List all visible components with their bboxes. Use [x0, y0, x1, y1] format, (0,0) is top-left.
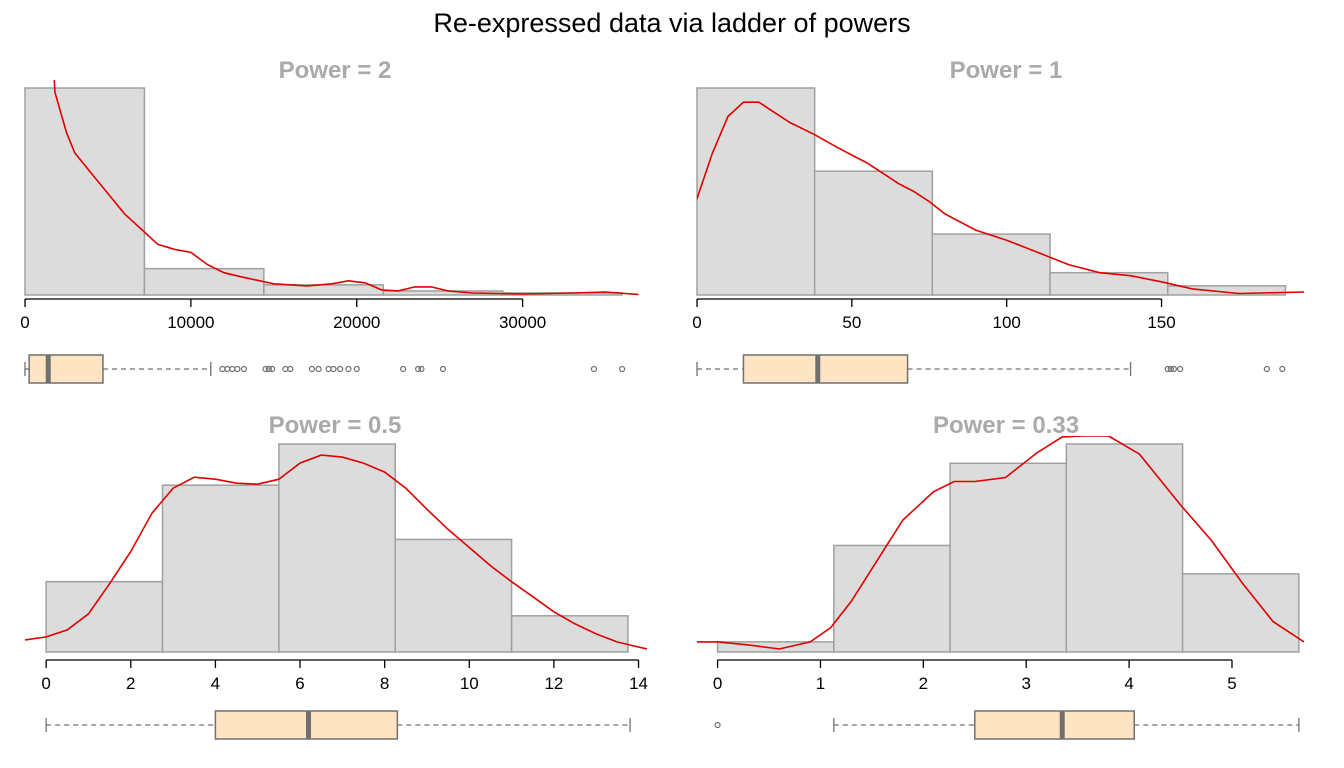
x-tick-label: 150: [1147, 313, 1175, 332]
hist-bar: [394, 538, 513, 653]
outlier-point: [590, 365, 598, 373]
outlier-point: [1279, 365, 1286, 373]
x-tick-label: 8: [380, 674, 389, 693]
panel-title: Power = 0.5: [269, 412, 402, 439]
panel-power-0.33: Power = 0.33 0 1 2 3 4 5: [697, 412, 1304, 740]
x-tick-label: 100: [993, 313, 1021, 332]
hist-bar: [510, 615, 629, 653]
x-tick-label: 20000: [333, 313, 380, 332]
hist-bar: [931, 233, 1051, 296]
outlier-point: [1164, 365, 1171, 373]
x-tick-label: 0: [713, 674, 722, 693]
outlier-point: [262, 365, 269, 373]
density-curve: [53, 80, 639, 296]
outlier-point: [269, 365, 276, 373]
outlier-point: [308, 365, 316, 373]
outlier-point: [418, 365, 425, 373]
hist-bar: [278, 443, 396, 653]
hist-bar: [1181, 573, 1300, 653]
x-tick-label: 10000: [167, 313, 214, 332]
hist-bar: [833, 544, 951, 653]
x-tick-label: 14: [629, 674, 648, 693]
outlier-point: [219, 365, 226, 373]
x-tick-label: 3: [1021, 674, 1030, 693]
x-tick-label: 2: [126, 674, 135, 693]
main-title: Re-expressed data via ladder of powers: [433, 8, 911, 38]
outlier-point: [287, 365, 294, 373]
outlier-point: [315, 365, 322, 373]
outlier-point: [337, 365, 344, 373]
x-tick-label: 2: [919, 674, 928, 693]
panel-power-0.5: Power = 0.5 0 2 4 6 8 10 12 14: [25, 412, 648, 740]
x-tick-label: 6: [295, 674, 304, 693]
outlier-point: [229, 365, 236, 373]
panel-power-1: Power = 1 0 50 100 150: [692, 57, 1304, 384]
hist-bar: [263, 284, 385, 296]
panel-title: Power = 1: [950, 57, 1063, 84]
hist-bar: [143, 267, 265, 296]
hist-bar: [1065, 443, 1184, 653]
x-tick-label: 30000: [499, 313, 546, 332]
outlier-point: [265, 365, 272, 373]
hist-bar: [1049, 271, 1169, 296]
density-curve: [697, 101, 1304, 295]
x-tick-label: 5: [1227, 674, 1236, 693]
hist-bar: [24, 87, 146, 296]
outlier-point: [1170, 365, 1178, 373]
outlier-point: [415, 365, 422, 373]
hist-bar: [161, 484, 280, 653]
outlier-point: [224, 365, 231, 373]
hist-bar: [813, 170, 934, 296]
outlier-point: [353, 365, 360, 373]
x-tick-label: 4: [211, 674, 220, 693]
x-tick-label: 4: [1124, 674, 1133, 693]
outlier-point: [345, 365, 352, 373]
outlier-point: [400, 365, 407, 373]
panel-title: Power = 0.33: [933, 412, 1079, 439]
box-iqr: [28, 354, 104, 384]
outlier-point: [619, 365, 626, 373]
outlier-point: [439, 365, 447, 373]
x-tick-label: 0: [692, 313, 701, 332]
x-tick-label: 50: [842, 313, 861, 332]
density-curve: [25, 454, 647, 650]
hist-bar: [45, 580, 164, 653]
outlier-point: [282, 365, 289, 373]
x-tick-label: 0: [20, 313, 29, 332]
density-curve: [697, 436, 1304, 650]
x-tick-label: 12: [544, 674, 563, 693]
outlier-point: [330, 365, 337, 373]
outlier-point: [1263, 365, 1270, 373]
x-tick-label: 1: [816, 674, 825, 693]
outlier-point: [1177, 365, 1184, 373]
hist-bar: [1166, 285, 1287, 296]
box-iqr: [974, 710, 1135, 740]
hist-bar: [696, 87, 816, 296]
x-tick-label: 10: [460, 674, 479, 693]
outlier-point: [714, 721, 721, 729]
outlier-point: [240, 365, 248, 373]
box-iqr: [742, 354, 909, 384]
panel-title: Power = 2: [279, 57, 392, 84]
outlier-point: [325, 365, 332, 373]
hist-bar: [949, 462, 1068, 653]
panel-power-2: Power = 2 0 10000 20000 30000: [20, 57, 639, 384]
outlier-point: [1167, 365, 1174, 373]
outlier-point: [234, 365, 241, 373]
x-tick-label: 0: [41, 674, 50, 693]
